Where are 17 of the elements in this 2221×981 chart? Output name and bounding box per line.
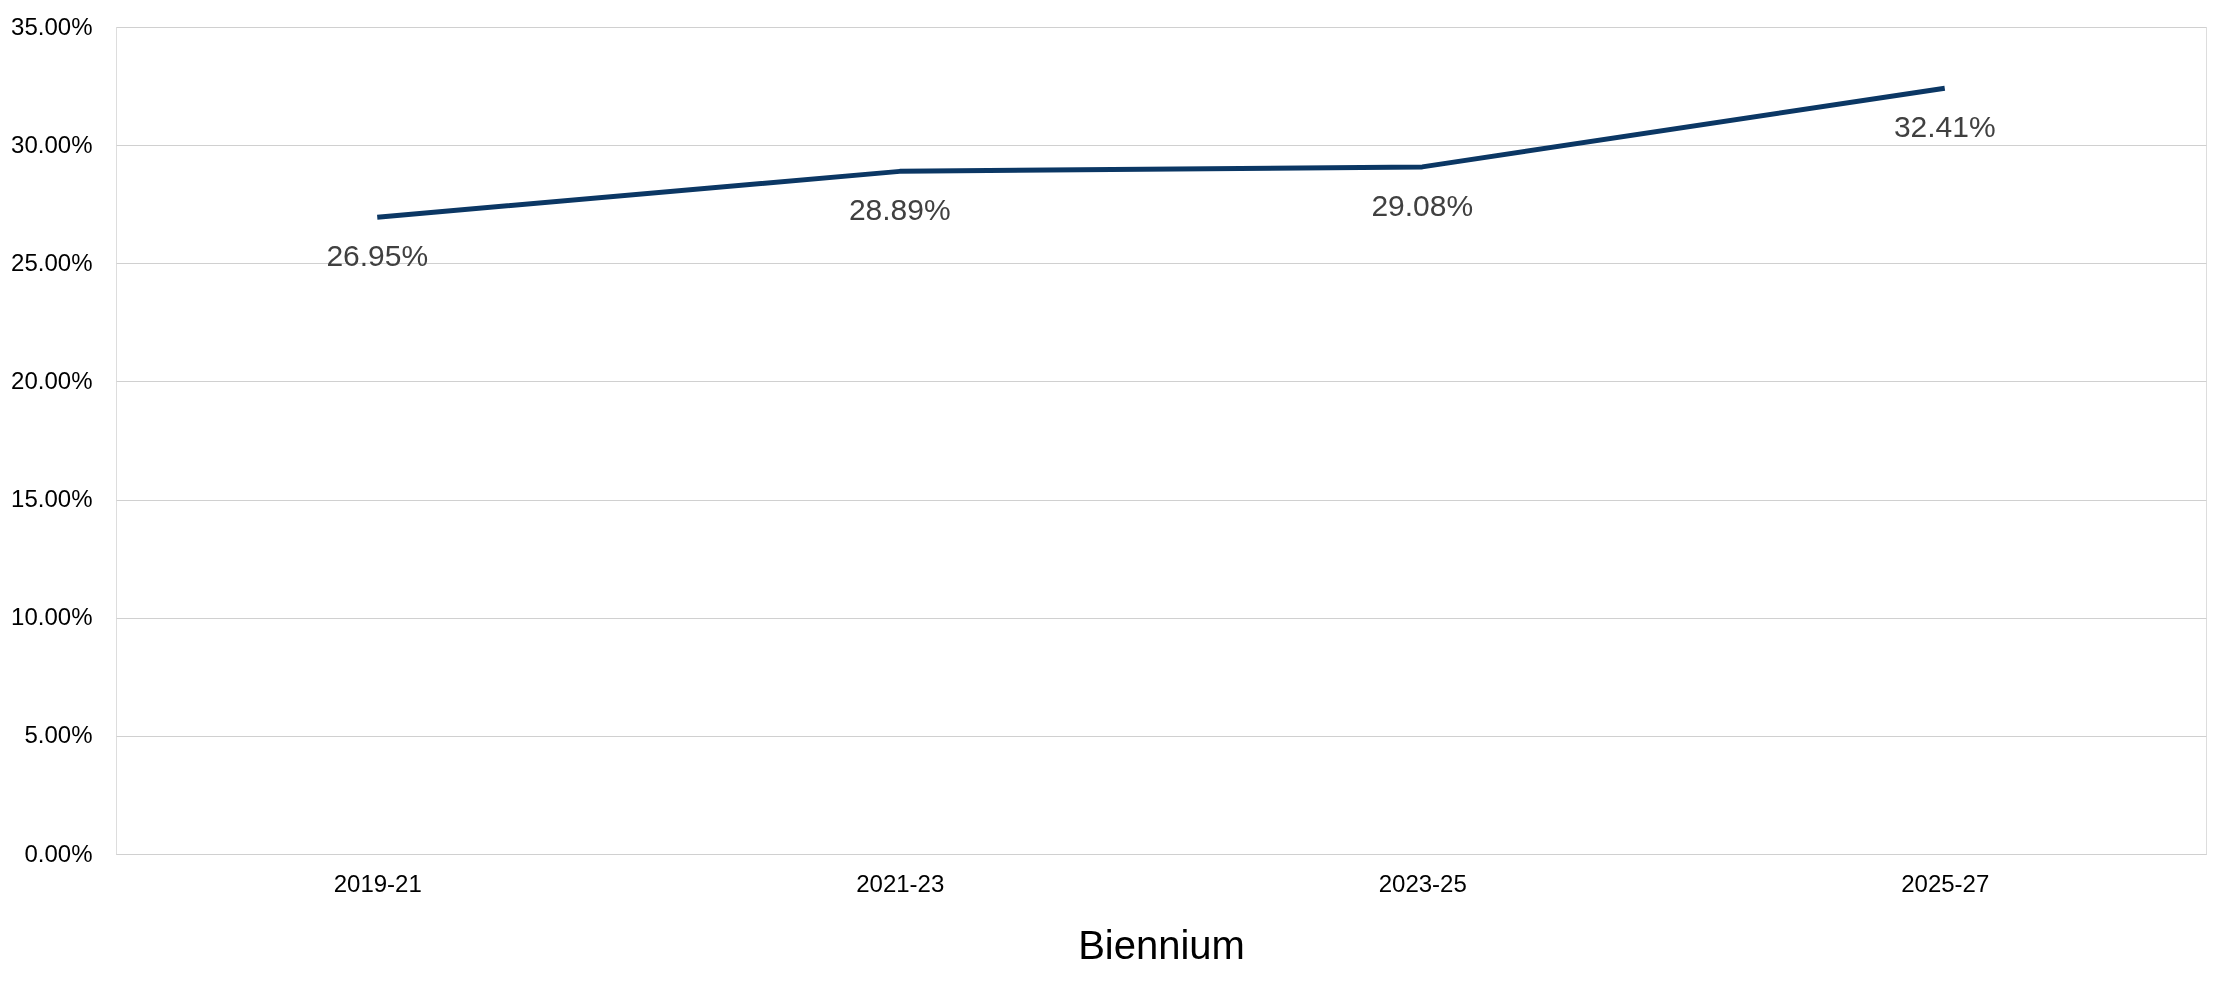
data-label: 28.89% [848, 193, 951, 227]
x-axis-title: Biennium [1078, 922, 1245, 967]
y-tick-label: 35.00% [11, 12, 93, 40]
y-tick-label: 20.00% [11, 366, 93, 394]
x-tick-label: 2019-21 [333, 869, 422, 897]
x-tick-label: 2023-25 [1378, 869, 1467, 897]
y-tick-label: 25.00% [11, 248, 93, 276]
y-tick-label: 15.00% [11, 485, 93, 513]
y-tick-label: 30.00% [11, 130, 93, 158]
data-label: 32.41% [1893, 110, 1996, 144]
y-tick-label: 10.00% [11, 603, 93, 631]
data-label: 29.08% [1371, 188, 1474, 222]
x-tick-label: 2025-27 [1901, 869, 1990, 897]
data-label: 26.95% [326, 239, 429, 273]
y-tick-label: 0.00% [24, 839, 93, 867]
x-tick-label: 2021-23 [856, 869, 945, 897]
y-tick-label: 5.00% [24, 721, 93, 749]
